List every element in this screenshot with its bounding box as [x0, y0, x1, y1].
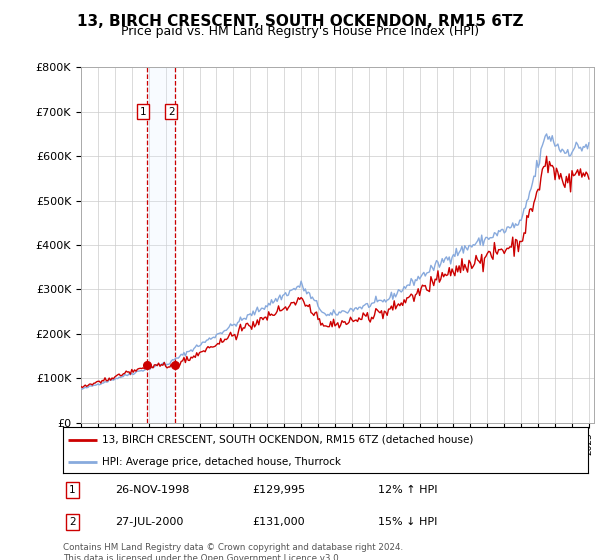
Text: 26-NOV-1998: 26-NOV-1998 — [115, 485, 190, 495]
Text: 1: 1 — [69, 485, 76, 495]
Text: 2: 2 — [168, 106, 175, 116]
Text: 27-JUL-2000: 27-JUL-2000 — [115, 517, 184, 528]
Text: HPI: Average price, detached house, Thurrock: HPI: Average price, detached house, Thur… — [103, 457, 341, 466]
Text: £129,995: £129,995 — [252, 485, 305, 495]
Text: 13, BIRCH CRESCENT, SOUTH OCKENDON, RM15 6TZ (detached house): 13, BIRCH CRESCENT, SOUTH OCKENDON, RM15… — [103, 435, 474, 445]
Text: 1: 1 — [139, 106, 146, 116]
Text: £131,000: £131,000 — [252, 517, 305, 528]
Text: 15% ↓ HPI: 15% ↓ HPI — [378, 517, 437, 528]
Text: Contains HM Land Registry data © Crown copyright and database right 2024.
This d: Contains HM Land Registry data © Crown c… — [63, 543, 403, 560]
Bar — [147, 67, 175, 423]
Text: 12% ↑ HPI: 12% ↑ HPI — [378, 485, 437, 495]
Text: 13, BIRCH CRESCENT, SOUTH OCKENDON, RM15 6TZ: 13, BIRCH CRESCENT, SOUTH OCKENDON, RM15… — [77, 14, 523, 29]
Text: Price paid vs. HM Land Registry's House Price Index (HPI): Price paid vs. HM Land Registry's House … — [121, 25, 479, 38]
Text: 2: 2 — [69, 517, 76, 528]
